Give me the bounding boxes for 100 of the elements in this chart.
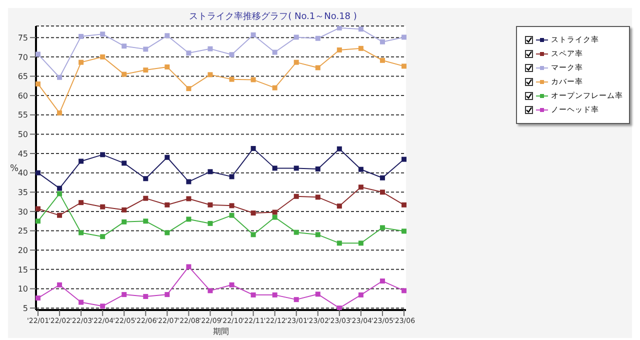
point bbox=[336, 146, 342, 152]
point bbox=[380, 175, 385, 180]
y-tick-label: 45 bbox=[18, 149, 28, 158]
point bbox=[36, 296, 40, 301]
y-tick-label: 75 bbox=[18, 33, 28, 42]
point bbox=[36, 81, 40, 86]
point bbox=[250, 32, 256, 38]
point bbox=[229, 203, 234, 208]
point bbox=[122, 72, 127, 77]
point bbox=[250, 232, 256, 238]
y-tick-label: 50 bbox=[18, 130, 28, 140]
point bbox=[78, 230, 84, 236]
point bbox=[208, 72, 213, 78]
point bbox=[122, 292, 127, 298]
point bbox=[57, 186, 62, 191]
point bbox=[122, 160, 127, 166]
point bbox=[208, 288, 213, 294]
point bbox=[78, 34, 84, 39]
point bbox=[272, 50, 278, 55]
point bbox=[250, 77, 256, 82]
point bbox=[272, 85, 278, 90]
point bbox=[143, 196, 148, 201]
point bbox=[186, 216, 192, 222]
point bbox=[186, 86, 192, 92]
point bbox=[78, 300, 84, 305]
point bbox=[143, 68, 148, 73]
point bbox=[315, 194, 320, 200]
point bbox=[380, 225, 385, 230]
point bbox=[229, 282, 234, 288]
point bbox=[122, 219, 127, 224]
point bbox=[272, 210, 278, 215]
point bbox=[122, 44, 127, 49]
point bbox=[100, 32, 106, 37]
point bbox=[315, 292, 320, 297]
point bbox=[57, 110, 62, 116]
point bbox=[380, 58, 385, 63]
point bbox=[380, 190, 385, 195]
point bbox=[294, 34, 299, 40]
point bbox=[250, 146, 256, 151]
point bbox=[164, 292, 170, 298]
point bbox=[164, 230, 170, 236]
point bbox=[186, 196, 192, 202]
point bbox=[208, 202, 213, 208]
point bbox=[164, 64, 170, 70]
point bbox=[336, 240, 342, 246]
point bbox=[100, 54, 106, 60]
point bbox=[358, 240, 364, 246]
point bbox=[164, 202, 170, 208]
point bbox=[186, 50, 192, 56]
point bbox=[250, 292, 256, 298]
point bbox=[122, 207, 127, 212]
y-tick-label: 15 bbox=[18, 265, 28, 274]
point bbox=[336, 47, 342, 52]
point bbox=[294, 230, 299, 235]
point bbox=[315, 232, 320, 238]
y-tick-label: 70 bbox=[18, 52, 28, 62]
point bbox=[402, 202, 406, 208]
point bbox=[336, 204, 342, 209]
point bbox=[100, 204, 106, 210]
chart-title: ストライク率推移グラフ( No.1～No.18 ) bbox=[188, 10, 358, 23]
point bbox=[78, 200, 84, 206]
y-tick-label: 20 bbox=[18, 246, 28, 255]
point bbox=[272, 292, 278, 298]
point bbox=[294, 194, 299, 199]
point bbox=[358, 46, 364, 51]
y-tick-label: 35 bbox=[18, 188, 28, 197]
point bbox=[36, 218, 40, 224]
y-tick-label: 65 bbox=[18, 72, 28, 82]
point bbox=[229, 76, 234, 82]
point bbox=[143, 294, 148, 299]
point bbox=[57, 74, 62, 80]
point bbox=[208, 46, 213, 52]
point bbox=[164, 33, 170, 38]
point bbox=[358, 292, 364, 298]
point bbox=[57, 191, 62, 196]
point bbox=[402, 64, 406, 69]
point bbox=[229, 52, 234, 58]
point bbox=[36, 52, 40, 57]
y-tick-label: 10 bbox=[18, 284, 28, 294]
point bbox=[272, 214, 278, 220]
point bbox=[315, 65, 320, 70]
point bbox=[143, 176, 148, 182]
point bbox=[57, 282, 62, 288]
point bbox=[315, 36, 320, 41]
point bbox=[186, 179, 192, 184]
point bbox=[402, 156, 406, 162]
y-tick-label: 55 bbox=[18, 110, 28, 120]
point bbox=[100, 152, 106, 158]
point bbox=[358, 26, 364, 32]
point bbox=[208, 169, 213, 174]
y-tick-label: 25 bbox=[18, 226, 28, 236]
point bbox=[229, 212, 234, 218]
point bbox=[380, 39, 385, 44]
point bbox=[294, 297, 299, 302]
point bbox=[358, 166, 364, 172]
point bbox=[143, 46, 148, 52]
point bbox=[36, 170, 40, 176]
y-tick-label: 60 bbox=[18, 91, 28, 100]
point bbox=[78, 158, 84, 164]
point bbox=[186, 264, 192, 270]
